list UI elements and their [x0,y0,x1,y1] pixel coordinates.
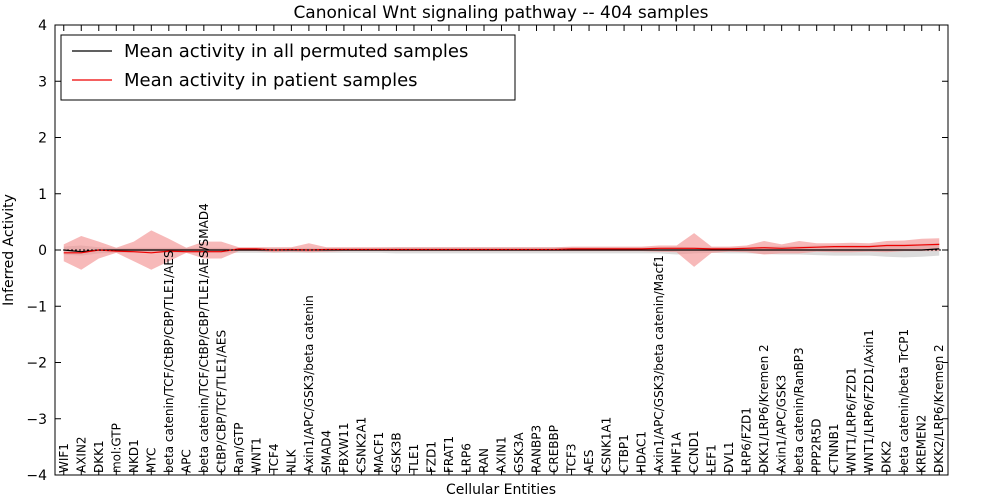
x-category-label: CREBBP [547,425,561,473]
x-category-label: LEF1 [705,444,719,473]
x-category-label: beta catenin/RanBP3 [792,347,806,473]
x-category-label: APC [179,449,193,473]
x-category-label: CSNK1A1 [600,417,614,473]
x-category-label: RANBP3 [530,425,544,473]
x-category-label: DKK1/LRP6/Kremen 2 [757,344,771,473]
x-category-label: TCF4 [267,443,281,474]
x-category-label: Axin1/APC/GSK3/beta catenin/Macf1 [652,255,666,473]
x-category-label: Axin1/APC/GSK3 [775,375,789,473]
x-category-label: beta catenin/TCF/CtBP/CBP/TLE1/AES [162,250,176,473]
x-category-label: NLK [284,448,298,473]
line-series-1 [63,243,940,254]
series-lines [63,243,940,254]
y-tick-label: −3 [26,412,47,428]
x-category-label: WIF1 [57,443,71,473]
y-tick-label: 4 [38,18,47,34]
x-category-label: PPP2R5D [810,418,824,473]
x-category-label: Ran/GTP [232,422,246,473]
x-category-label: MACF1 [372,432,386,473]
chart-title: Canonical Wnt signaling pathway -- 404 s… [293,3,708,23]
x-category-label: TCF3 [565,443,579,474]
x-category-label: HNF1A [670,431,684,473]
x-category-label: mol:GTP [109,423,123,473]
x-category-label: LRP6 [459,443,473,473]
x-category-label: AES [582,450,596,473]
x-category-label: DVL1 [722,441,736,473]
x-category-labels: WIF1 AXIN2 DKK1 mol:GTP NKD1 MYC beta catenin/… [57,203,946,474]
legend-box [60,34,516,101]
y-tick-label: −1 [26,299,47,315]
x-category-label: beta catenin/TCF/CtBP/CBP/TLE1/AES/SMAD4 [197,203,211,473]
x-category-label: DKK1 [92,440,106,473]
x-category-label: FZD1 [424,441,438,473]
x-category-label: KREMEN2 [915,415,929,473]
y-axis-title: Inferred Activity [1,194,17,306]
x-axis-title: Cellular Entities [446,482,556,498]
x-category-label: AXIN1 [495,436,509,473]
x-category-label: NKD1 [127,439,141,473]
x-category-label: CTBP1 [617,434,631,473]
x-category-label: beta catenin/beta TrCP1 [897,329,911,473]
plot-area-frame [54,24,949,476]
x-category-label: SMAD4 [319,430,333,473]
y-tick-label: −4 [26,468,47,484]
x-category-label: FBXW11 [337,423,351,474]
x-category-label: CSNK2A1 [354,417,368,473]
axis-ticks: −4 −3 −2 −1 0 1 2 3 4 [26,18,948,484]
x-category-label: HDAC1 [635,431,649,473]
x-category-label: Axin1/APC/GSK3/beta catenin [302,295,316,473]
y-tick-label: 1 [38,187,47,203]
x-category-label: WNT1/LRP6/FZD1 [845,367,859,473]
x-category-label: GSK3A [512,432,526,473]
x-category-label: AXIN2 [74,436,88,473]
x-category-label: MYC [144,448,158,473]
x-category-label: CCND1 [687,430,701,473]
y-tick-label: 2 [38,131,47,147]
x-category-label: FRAT1 [442,436,456,473]
x-category-label: RAN [477,448,491,473]
x-category-label: DKK2/LRP6/Kremen 2 [932,344,946,473]
x-category-label: CTNNB1 [827,423,841,473]
x-category-label: WNT1 [249,437,263,473]
x-category-label: WNT1/LRP6/FZD1/Axin1 [862,329,876,473]
legend: Mean activity in all permuted samples Me… [60,34,516,101]
x-category-label: DKK2 [880,440,894,473]
legend-label-patient: Mean activity in patient samples [124,70,418,91]
x-category-label: CtBP/CBP/TCF/TLE1/AES [214,330,228,473]
x-category-label: GSK3B [389,432,403,473]
y-tick-label: 0 [38,243,47,259]
x-category-label: LRP6/FZD1 [740,407,754,473]
y-tick-label: −2 [26,356,47,372]
y-tick-label: 3 [38,74,47,90]
legend-label-permuted: Mean activity in all permuted samples [124,41,468,62]
x-category-label: TLE1 [407,444,421,474]
